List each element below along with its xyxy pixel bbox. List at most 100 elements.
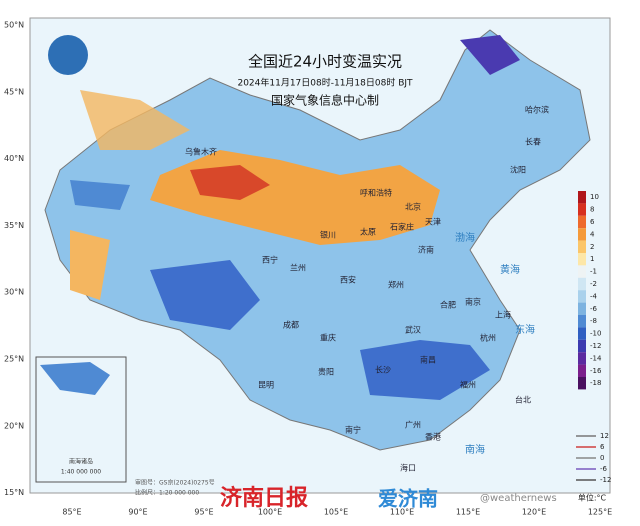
map-scale: 比例尺：1:20 000 000: [135, 489, 199, 497]
city-label: 太原: [360, 227, 376, 237]
colorbar-swatch: [578, 339, 586, 353]
lon-label: 105°E: [324, 508, 348, 517]
city-label: 南昌: [420, 355, 436, 365]
city-label: 上海: [495, 310, 511, 320]
colorbar-label: -8: [590, 317, 597, 325]
city-label: 海口: [400, 463, 416, 473]
lat-label: 30°N: [4, 288, 24, 297]
lat-label: 50°N: [4, 21, 24, 30]
city-label: 杭州: [480, 333, 496, 343]
colorbar-swatch: [578, 315, 586, 328]
city-label: 北京: [405, 202, 421, 212]
cold-area: [460, 35, 520, 75]
colorbar-label: 10: [590, 193, 599, 201]
colorbar-label: -12: [590, 342, 601, 350]
city-label: 兰州: [290, 263, 306, 273]
sea-label: 渤海: [455, 231, 475, 244]
lat-label: 15°N: [4, 488, 24, 497]
colorbar-label: -2: [590, 280, 597, 288]
colorbar-label: 1: [590, 255, 594, 263]
inset-land: [40, 362, 110, 395]
legend-label: 6: [600, 443, 605, 451]
city-label: 天津: [425, 217, 441, 227]
city-label: 武汉: [405, 325, 421, 335]
colorbar-swatch: [578, 265, 586, 278]
colorbar-label: 6: [590, 218, 595, 226]
lat-label: 40°N: [4, 154, 24, 163]
city-label: 长沙: [375, 365, 391, 375]
approval-number: 审图号：GS京(2024)0275号: [135, 479, 215, 487]
lat-label: 35°N: [4, 221, 24, 230]
city-label: 乌鲁木齐: [185, 147, 217, 157]
lon-label: 85°E: [62, 508, 81, 517]
watermark-weibo: @weathernews: [480, 493, 557, 504]
colorbar-label: -18: [590, 379, 601, 387]
legend-label: 12: [600, 432, 609, 440]
city-label: 南宁: [345, 425, 361, 435]
lon-label: 120°E: [522, 508, 546, 517]
city-label: 合肥: [440, 300, 456, 310]
city-label: 石家庄: [390, 222, 414, 232]
colorbar-label: 2: [590, 243, 594, 251]
colorbar-label: 8: [590, 206, 594, 214]
city-label: 呼和浩特: [360, 188, 392, 198]
lat-label: 45°N: [4, 87, 24, 96]
watermark-brand: 爱济南: [378, 487, 438, 511]
colorbar-swatch: [578, 277, 586, 291]
city-label: 香港: [425, 432, 441, 442]
lon-labels: 85°E 90°E 95°E 100°E 105°E 110°E 115°E 120°E 125…: [62, 508, 612, 517]
producer: 国家气象信息中心制: [271, 93, 379, 108]
colorbar-label: 4: [590, 230, 595, 238]
colorbar-swatch: [578, 302, 586, 315]
lon-label: 110°E: [390, 508, 414, 517]
sea-label: 东海: [515, 323, 535, 336]
inset-title: 南海诸岛: [69, 458, 93, 466]
sea-label: 黄海: [500, 263, 520, 276]
colorbar-swatch: [578, 377, 586, 390]
city-label: 西宁: [262, 255, 278, 265]
legend-label: -12: [600, 476, 611, 484]
lon-label: 90°E: [128, 508, 147, 517]
line-legend: 12 6 0 -6 -12: [576, 432, 611, 484]
colorbar-swatch: [578, 203, 586, 216]
sea-label: 南海: [465, 443, 485, 456]
cold-area: [150, 260, 260, 330]
warm-core: [190, 165, 270, 200]
colorbar-swatch: [578, 228, 586, 241]
colorbar-label: -1: [590, 268, 597, 276]
lon-label: 95°E: [194, 508, 213, 517]
city-label: 广州: [405, 420, 421, 430]
cold-area: [70, 180, 130, 210]
colorbar-swatch: [578, 191, 586, 204]
city-label: 台北: [515, 395, 531, 405]
colorbar-swatch: [578, 215, 586, 229]
city-label: 西安: [340, 275, 356, 285]
lon-label: 100°E: [258, 508, 282, 517]
lat-label: 25°N: [4, 355, 24, 364]
title: 全国近24小时变温实况: [248, 53, 402, 71]
city-label: 贵阳: [318, 367, 334, 377]
lon-label: 125°E: [588, 508, 612, 517]
warm-area: [80, 90, 190, 150]
colorbar-swatch: [578, 352, 586, 365]
city-label: 济南: [418, 245, 434, 255]
warm-area: [70, 230, 110, 300]
city-label: 郑州: [388, 280, 404, 290]
city-label: 沈阳: [510, 165, 526, 175]
colorbar-label: -6: [590, 305, 598, 313]
colorbar-swatch: [578, 240, 586, 253]
lat-labels: 50°N 45°N 40°N 35°N 30°N 25°N 20°N 15°N: [4, 21, 24, 498]
colorbar: 10 8 6 4 2 1 -1 -2 -4 -6 -8 -10 -12 -14 -16 -18: [578, 191, 602, 390]
city-label: 南京: [465, 297, 481, 307]
unit-label: 单位:°C: [578, 493, 607, 503]
city-label: 哈尔滨: [525, 105, 549, 115]
city-label: 昆明: [258, 381, 274, 390]
lat-label: 20°N: [4, 421, 24, 430]
colorbar-swatch: [578, 327, 586, 340]
city-label: 重庆: [320, 333, 336, 343]
cold-area: [360, 340, 490, 400]
lon-label: 115°E: [456, 508, 480, 517]
colorbar-swatch: [578, 290, 586, 303]
colorbar-label: -4: [590, 292, 598, 300]
